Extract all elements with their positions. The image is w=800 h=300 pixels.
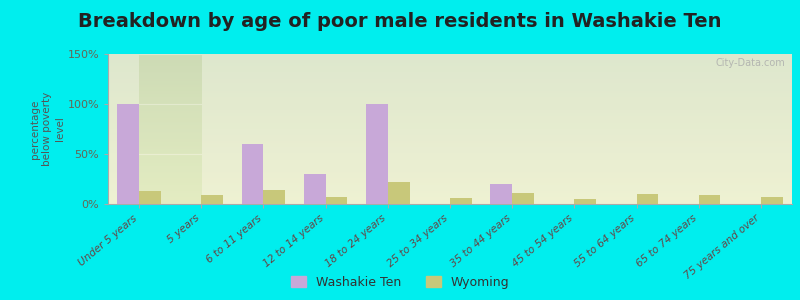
Bar (118, 104, 139, 204)
Legend: Washakie Ten, Wyoming: Washakie Ten, Wyoming (286, 271, 514, 294)
Y-axis label: percentage
below poverty
level: percentage below poverty level (30, 92, 65, 166)
Bar (512, 193, 534, 204)
Text: City-Data.com: City-Data.com (715, 58, 785, 68)
Bar (698, 195, 721, 204)
Bar (263, 190, 286, 204)
Bar (202, 195, 223, 204)
Text: Breakdown by age of poor male residents in Washakie Ten: Breakdown by age of poor male residents … (78, 12, 722, 31)
Bar (574, 199, 596, 204)
Bar (242, 144, 263, 204)
Bar (139, 191, 161, 204)
Bar (304, 174, 326, 204)
Bar (366, 104, 388, 204)
Bar (490, 184, 512, 204)
Bar (450, 198, 472, 204)
Bar (761, 197, 782, 204)
Bar (388, 182, 410, 204)
Bar (326, 197, 347, 204)
Bar (637, 194, 658, 204)
